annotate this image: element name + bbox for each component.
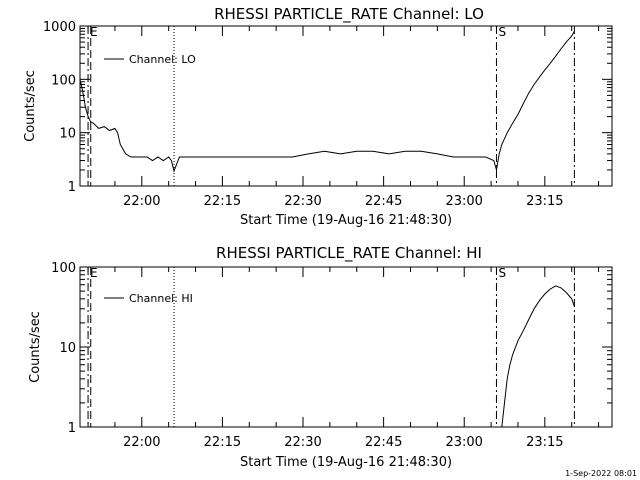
y-tick-label: 100 <box>51 73 76 88</box>
x-tick-label: 22:45 <box>365 435 402 450</box>
x-tick-label: 23:15 <box>526 194 563 209</box>
x-tick-label: 22:00 <box>123 435 160 450</box>
x-axis-hi: 22:00 22:15 22:30 22:45 23:00 23:15 <box>87 267 600 450</box>
y-tick-label: 1 <box>68 421 76 436</box>
time-marker-label: S <box>498 266 506 280</box>
chart-title-hi: RHESSI PARTICLE_RATE Channel: HI <box>216 244 482 263</box>
time-marker-label: S <box>498 25 506 39</box>
x-tick-label: 23:15 <box>526 435 563 450</box>
x-tick-label: 23:00 <box>445 194 482 209</box>
panel-hi: RHESSI PARTICLE_RATE Channel: HI 110100 … <box>28 244 613 470</box>
y-axis-label-hi: Counts/sec <box>28 311 43 383</box>
plot-frame-hi <box>79 266 613 428</box>
series-line-lo <box>79 30 575 173</box>
panel-lo: RHESSI PARTICLE_RATE Channel: LO 1101001… <box>23 5 613 228</box>
x-tick-label: 22:30 <box>284 194 321 209</box>
chart-title-lo: RHESSI PARTICLE_RATE Channel: LO <box>214 5 484 24</box>
y-tick-label: 100 <box>51 261 76 276</box>
y-axis-label-lo: Counts/sec <box>23 70 38 142</box>
time-marker-label: E <box>90 266 98 280</box>
y-tick-label: 1000 <box>43 20 76 35</box>
x-tick-label: 22:15 <box>204 194 241 209</box>
x-tick-label: 22:00 <box>123 194 160 209</box>
generation-timestamp: 1-Sep-2022 08:01 <box>565 469 637 478</box>
plot-frame-lo <box>79 25 613 187</box>
x-tick-label: 22:45 <box>365 194 402 209</box>
time-marker-label: E <box>90 25 98 39</box>
legend-label-hi: Channel: HI <box>129 292 193 305</box>
x-tick-label: 22:30 <box>284 435 321 450</box>
y-tick-label: 10 <box>59 127 76 142</box>
y-tick-label: 10 <box>59 341 76 356</box>
series-line-hi <box>501 285 575 428</box>
y-axis-hi: 1 10 100 <box>51 261 612 436</box>
x-tick-label: 23:00 <box>445 435 482 450</box>
y-axis-lo: 1 10 100 1000 <box>43 20 612 195</box>
x-axis-label-lo: Start Time (19-Aug-16 21:48:30) <box>240 213 452 228</box>
x-axis-lo: 22:00 22:15 22:30 22:45 23:00 23:15 <box>87 26 600 209</box>
y-tick-label: 1 <box>68 180 76 195</box>
x-tick-label: 22:15 <box>204 435 241 450</box>
legend-label-lo: Channel: LO <box>129 53 196 66</box>
x-axis-label-hi: Start Time (19-Aug-16 21:48:30) <box>240 455 452 470</box>
